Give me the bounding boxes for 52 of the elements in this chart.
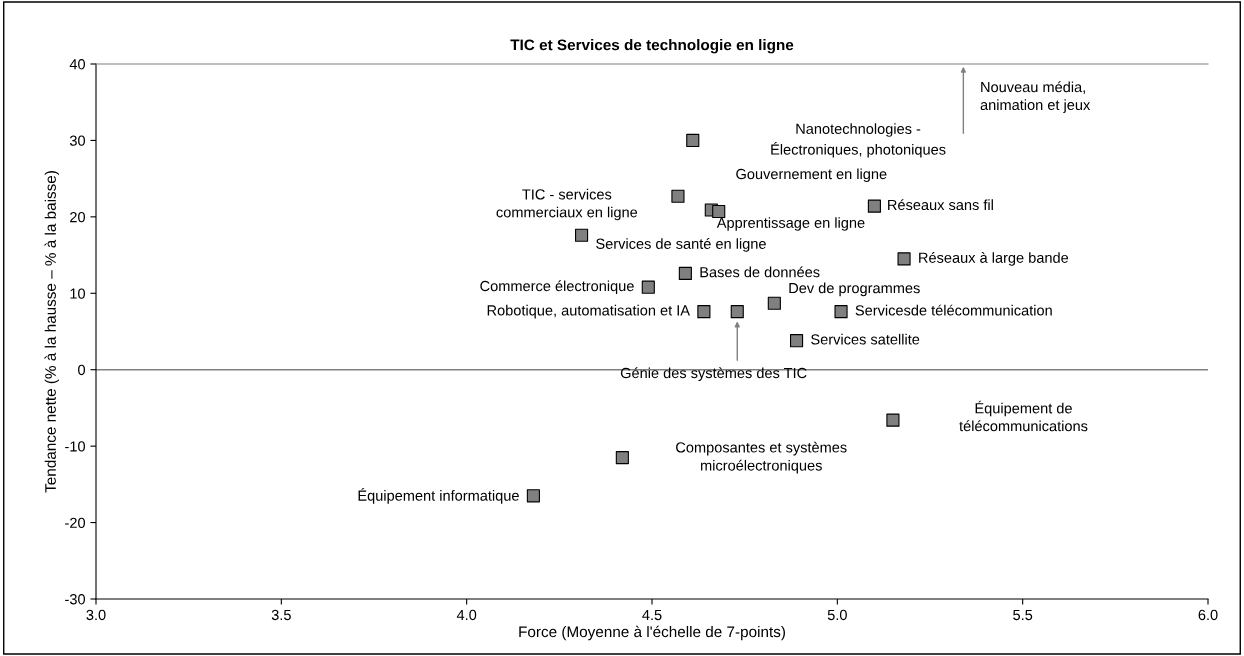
point [671, 189, 685, 203]
point [526, 489, 540, 503]
annotation: Servicesde télécommunication [855, 304, 1052, 316]
x-tick-label: 3.0 [86, 609, 106, 621]
point [697, 305, 711, 319]
annotation: Apprentissage en ligne [716, 217, 865, 231]
annotation: Services de santé en ligne [596, 238, 766, 252]
annotation: Réseaux sans fil [888, 199, 993, 211]
point [615, 451, 629, 465]
annotation: Bases de données [700, 266, 820, 278]
point [897, 252, 911, 266]
point [886, 413, 900, 427]
y-tick-label: -20 [65, 517, 86, 528]
y-tick-label: 0 [78, 364, 86, 376]
annotation: Dev de programmes [789, 282, 920, 297]
annotation: Composantes et systèmes microélectroniques [676, 441, 847, 474]
annotation: Réseaux à large bande [919, 252, 1069, 266]
y-tick-label: -10 [65, 441, 86, 452]
y-tick-label: 30 [69, 135, 86, 146]
annotation: Équipement de télécommunications [959, 400, 1088, 432]
x-tick-label: 3.5 [271, 609, 291, 621]
x-tick-label: 6.0 [1198, 609, 1218, 621]
point [678, 266, 692, 280]
chart-title: TIC et Services de technologie en ligne [510, 39, 794, 54]
point [834, 305, 848, 319]
x-tick-label: 5.0 [827, 609, 847, 621]
x-axis-title: Force (Moyenne à l'échelle de 7-points) [519, 625, 785, 641]
x-tick-label: 5.5 [1013, 609, 1033, 621]
annotation: Gouvernement en ligne [736, 168, 887, 183]
point [686, 133, 700, 147]
annotation: Génie des systèmes des TIC [620, 367, 807, 382]
y-tick-label: -30 [65, 594, 86, 605]
point [641, 280, 655, 294]
annotation: Services satellite [811, 333, 920, 345]
point [789, 334, 804, 348]
y-tick-label: 10 [70, 288, 86, 299]
point [575, 228, 589, 242]
point [730, 305, 744, 319]
annotation: Robotique, automatisation et IA [487, 304, 690, 319]
x-tick-label: 4.5 [642, 609, 662, 621]
y-tick-label: 40 [69, 59, 86, 70]
point [767, 296, 781, 310]
y-tick-label: 20 [70, 211, 86, 223]
y-axis-title: Tendance nette (% à la hausse – % à la baisse) [44, 171, 59, 493]
annotation: Nouveau média, animation et jeux [980, 81, 1091, 113]
point [712, 204, 726, 219]
x-tick-label: 4.0 [456, 609, 477, 621]
annotation: TIC - services commerciaux en ligne [496, 188, 638, 221]
annotation: Commerce électronique [480, 280, 634, 295]
annotation: Nanotechnologies - Électroniques, photoniques [771, 123, 946, 158]
annotation: Équipement informatique [358, 487, 519, 504]
point [867, 199, 881, 213]
